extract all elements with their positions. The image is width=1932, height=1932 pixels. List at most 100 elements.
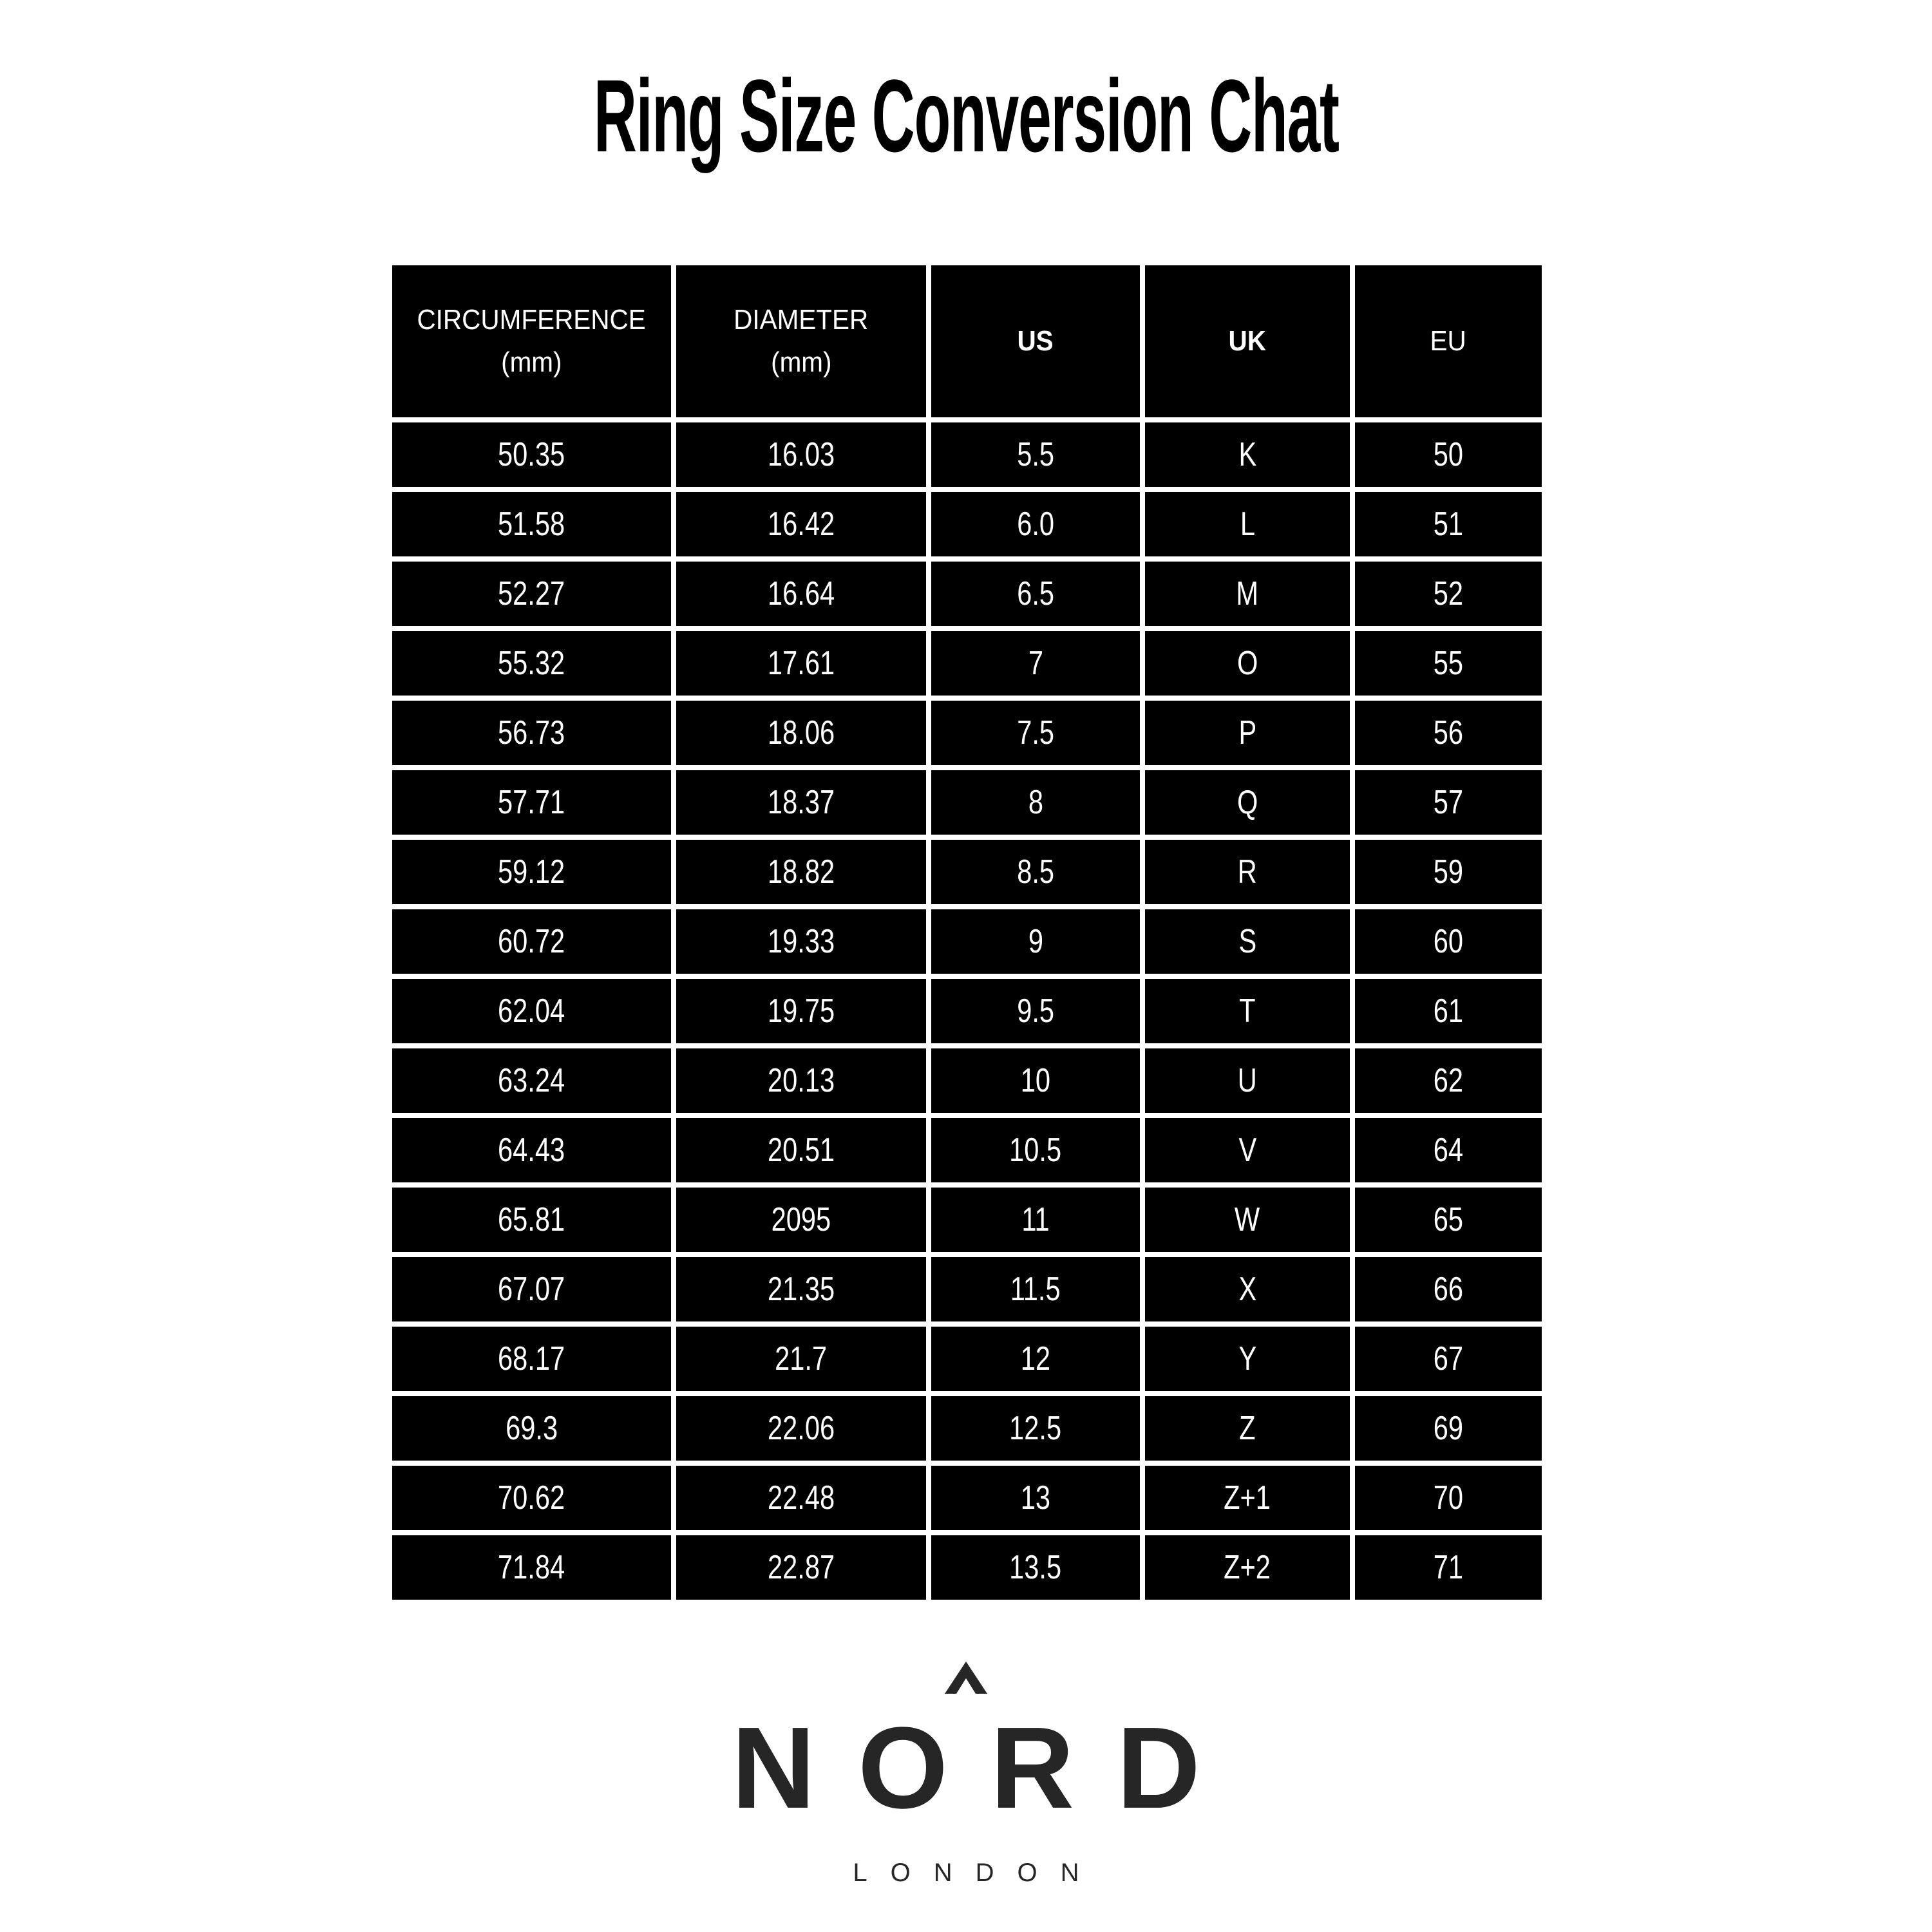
table-cell-value: 13 (1020, 1479, 1051, 1517)
table-cell-value: X (1238, 1271, 1256, 1308)
table-cell-value: 11.5 (1010, 1271, 1061, 1308)
table-cell-value: 18.82 (767, 853, 835, 891)
table-cell-value: 66 (1433, 1271, 1464, 1308)
table-cell: 69.3 (392, 1396, 671, 1461)
table-cell: 60.72 (392, 909, 671, 974)
table-cell-value: 67.07 (498, 1271, 565, 1308)
table-cell: 5.5 (931, 422, 1140, 487)
table-cell-value: 5.5 (1017, 436, 1054, 473)
table-cell: 8 (931, 770, 1140, 835)
column-header-unit: (mm) (770, 346, 832, 378)
table-cell: 13.5 (931, 1535, 1140, 1600)
page-title-text: Ring Size Conversion Chat (593, 58, 1340, 173)
column-header-unit: (mm) (501, 346, 562, 378)
table-cell: 64.43 (392, 1118, 671, 1182)
table-cell-value: 20.13 (767, 1062, 835, 1099)
table-cell-value: 22.87 (767, 1549, 835, 1586)
table-cell: 16.42 (676, 492, 926, 556)
table-cell: 55 (1355, 631, 1542, 696)
table-cell: L (1145, 492, 1350, 556)
table-cell: 71.84 (392, 1535, 671, 1600)
table-cell-value: 63.24 (498, 1062, 565, 1099)
table-cell-value: 70.62 (498, 1479, 565, 1517)
table-cell: 61 (1355, 979, 1542, 1043)
table-cell: 7 (931, 631, 1140, 696)
table-cell: U (1145, 1048, 1350, 1113)
table-cell-value: Y (1238, 1340, 1256, 1378)
table-cell-value: P (1238, 714, 1256, 752)
table-cell: 19.33 (676, 909, 926, 974)
table-cell-value: 64 (1433, 1132, 1464, 1169)
column-header-label: CIRCUMFERENCE (417, 304, 647, 336)
table-cell-value: 56.73 (498, 714, 565, 752)
table-cell: 7.5 (931, 701, 1140, 765)
table-cell: 16.03 (676, 422, 926, 487)
table-cell-value: 6.0 (1017, 506, 1054, 543)
table-cell: 69 (1355, 1396, 1542, 1461)
table-cell: Y (1145, 1327, 1350, 1391)
table-cell: 22.06 (676, 1396, 926, 1461)
table-cell: 21.7 (676, 1327, 926, 1391)
column-header-us: US (931, 265, 1140, 417)
table-cell: 10 (931, 1048, 1140, 1113)
table-cell: 59.12 (392, 840, 671, 904)
table-cell-value: 59 (1433, 853, 1464, 891)
table-cell: 12 (931, 1327, 1140, 1391)
table-cell-value: 10.5 (1009, 1132, 1062, 1169)
table-cell-value: 7 (1028, 645, 1043, 682)
table-cell: 65.81 (392, 1188, 671, 1252)
page-title: Ring Size Conversion Chat (0, 57, 1932, 175)
table-cell-value: 2095 (771, 1201, 831, 1238)
table-cell-value: 71.84 (498, 1549, 565, 1586)
table-cell-value: 20.51 (767, 1132, 835, 1169)
table-cell-value: 60.72 (498, 923, 565, 960)
table-cell: T (1145, 979, 1350, 1043)
table-cell: 52 (1355, 562, 1542, 626)
table-cell-value: K (1238, 436, 1256, 473)
table-cell: Q (1145, 770, 1350, 835)
table-cell-value: 59.12 (498, 853, 565, 891)
brand-city: LONDON (853, 1859, 1103, 1887)
table-cell: Z+2 (1145, 1535, 1350, 1600)
table-cell-value: 69.3 (506, 1410, 558, 1447)
table-cell-value: S (1238, 923, 1256, 960)
table-cell: 20.51 (676, 1118, 926, 1182)
table-cell: 64 (1355, 1118, 1542, 1182)
table-cell: Z+1 (1145, 1466, 1350, 1530)
column-header-diameter: DIAMETER (mm) (676, 265, 926, 417)
table-cell: Z (1145, 1396, 1350, 1461)
table-cell: W (1145, 1188, 1350, 1252)
table-cell-value: 21.35 (767, 1271, 835, 1308)
table-cell: 56.73 (392, 701, 671, 765)
table-cell-value: 10 (1020, 1062, 1051, 1099)
table-cell: 63.24 (392, 1048, 671, 1113)
table-cell-value: 50 (1433, 436, 1464, 473)
table-cell: 55.32 (392, 631, 671, 696)
table-cell-value: 9.5 (1017, 992, 1054, 1030)
table-cell: 9.5 (931, 979, 1140, 1043)
table-cell-value: 64.43 (498, 1132, 565, 1169)
table-cell-value: Z+2 (1224, 1549, 1271, 1586)
brand-logo: NORD LONDON (0, 1662, 1932, 1886)
table-cell-value: 18.06 (767, 714, 835, 752)
table-cell: 10.5 (931, 1118, 1140, 1182)
table-cell-value: Z (1239, 1410, 1256, 1447)
table-cell: 18.82 (676, 840, 926, 904)
table-cell: 19.75 (676, 979, 926, 1043)
table-cell: 57.71 (392, 770, 671, 835)
table-cell-value: 16.64 (767, 575, 835, 612)
table-cell-value: 8.5 (1017, 853, 1054, 891)
table-cell: M (1145, 562, 1350, 626)
table-cell: 6.5 (931, 562, 1140, 626)
table-cell: 6.0 (931, 492, 1140, 556)
table-cell: 67 (1355, 1327, 1542, 1391)
table-cell: S (1145, 909, 1350, 974)
table-cell-value: 12 (1020, 1340, 1051, 1378)
table-cell-value: 9 (1028, 923, 1043, 960)
table-cell-value: 50.35 (498, 436, 565, 473)
table-cell-value: 19.75 (767, 992, 835, 1030)
table-cell: 9 (931, 909, 1140, 974)
table-cell-value: Z+1 (1224, 1479, 1271, 1517)
table-cell-value: 55 (1433, 645, 1464, 682)
column-header-label: US (1017, 325, 1054, 357)
